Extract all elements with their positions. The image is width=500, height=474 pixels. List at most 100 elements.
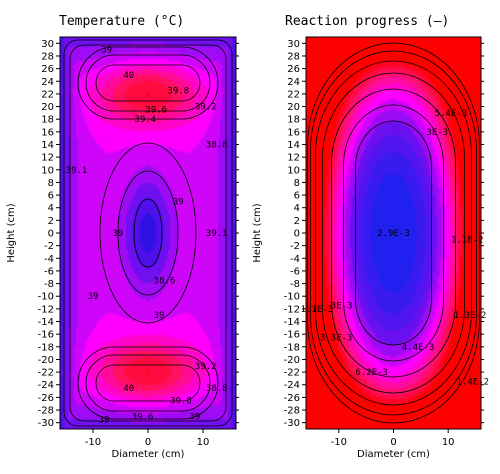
contour-label: 39.8 (167, 87, 189, 97)
x-tick-label: 10 (197, 437, 210, 448)
y-tick-label: -28 (284, 406, 300, 417)
y-tick-label: -12 (284, 304, 300, 315)
contour-label: 39.6 (145, 106, 167, 116)
heatmap-image (60, 37, 236, 429)
contour-line (322, 72, 465, 394)
contour-label: 38.8 (206, 140, 228, 150)
contour-label: 38.6 (154, 276, 176, 286)
contour-line (117, 170, 179, 296)
y-tick-label: 14 (41, 140, 54, 151)
y-tick-label: -28 (38, 406, 54, 417)
y-tick-label: 16 (41, 127, 54, 138)
y-tick-label: -24 (38, 380, 54, 391)
contour-label: 39.2 (195, 362, 217, 372)
y-tick-label: 24 (287, 77, 300, 88)
y-axis-label: Height (cm) (252, 203, 263, 262)
contour-label: 4.4E-3 (402, 343, 435, 353)
contour-label: 39 (101, 46, 112, 56)
y-tick-label: 6 (48, 191, 54, 202)
heatmap-image (306, 37, 481, 429)
y-tick-label: 2 (294, 216, 300, 227)
y-tick-label: -14 (284, 317, 300, 328)
y-tick-label: -10 (38, 292, 54, 303)
contour-label: 3E-3 (426, 128, 448, 138)
contour-label: 39.6 (132, 412, 154, 422)
contour-line (95, 64, 201, 102)
contour-label: 40 (123, 71, 134, 81)
y-tick-label: 26 (287, 64, 300, 75)
x-tick-label: 0 (390, 437, 396, 448)
y-tick-label: -30 (38, 418, 54, 429)
contour-line (307, 42, 480, 424)
y-tick-label: -8 (290, 279, 300, 290)
x-tick-label: -10 (331, 437, 347, 448)
y-tick-label: 10 (41, 165, 54, 176)
contour-label: 40 (123, 384, 134, 394)
contour-label: 38.8 (206, 384, 228, 394)
y-tick-label: 0 (48, 229, 54, 240)
x-tick-label: 0 (145, 437, 151, 448)
contour-label: 39.1 (206, 229, 228, 239)
contour-line (315, 60, 472, 406)
contour-line (343, 104, 444, 362)
contour-line (99, 142, 197, 324)
y-tick-label: 30 (287, 39, 300, 50)
y-tick-label: -22 (38, 368, 54, 379)
contour-line (85, 354, 211, 412)
y-tick-label: -20 (284, 355, 300, 366)
y-tick-label: -8 (44, 279, 54, 290)
y-tick-label: -16 (284, 330, 300, 341)
y-tick-label: -2 (44, 241, 54, 252)
right-chart-title: Reaction progress (–) (285, 14, 449, 29)
contour-line (85, 54, 211, 112)
contour-lines (63, 39, 233, 427)
y-tick-label: 18 (41, 115, 54, 126)
reaction-progress-panel: 2.9E-33E-35.4E-31.1E-21.3E-21.4E-23E-31.… (252, 36, 489, 460)
y-tick-label: -24 (284, 380, 300, 391)
contour-line (331, 88, 456, 378)
y-tick-label: 4 (48, 203, 54, 214)
contour-label: 2.9E-3 (377, 229, 410, 239)
y-tick-label: 12 (287, 153, 300, 164)
contour-line (69, 44, 227, 422)
y-tick-label: 0 (294, 229, 300, 240)
contour-label: 5.4E-3 (435, 109, 468, 119)
y-tick-label: 8 (294, 178, 300, 189)
y-tick-label: 10 (287, 165, 300, 176)
y-tick-label: -6 (290, 266, 300, 277)
x-tick-label: 10 (442, 437, 455, 448)
contour-label: 39 (154, 311, 165, 321)
contour-label: 39.2 (195, 103, 217, 113)
y-tick-label: 8 (48, 178, 54, 189)
y-tick-label: -26 (38, 393, 54, 404)
y-tick-label: -16 (38, 330, 54, 341)
y-tick-label: -14 (38, 317, 54, 328)
left-chart-title: Temperature (°C) (59, 14, 184, 29)
y-tick-label: -18 (284, 342, 300, 353)
y-tick-label: -4 (290, 254, 300, 265)
y-tick-label: -30 (284, 418, 300, 429)
contour-label: 39 (88, 292, 99, 302)
contour-label: 3E-3 (331, 302, 353, 312)
y-tick-label: 26 (41, 64, 54, 75)
x-axis-label: Diameter (cm) (357, 449, 430, 460)
y-tick-label: 2 (48, 216, 54, 227)
contour-label: 39.4 (134, 115, 156, 125)
contour-label: 1.1E-3 (301, 305, 334, 315)
y-tick-label: -20 (38, 355, 54, 366)
y-tick-label: -18 (38, 342, 54, 353)
contour-label: 39 (173, 197, 184, 207)
y-tick-label: 28 (41, 51, 54, 62)
y-tick-label: -2 (290, 241, 300, 252)
y-tick-label: -12 (38, 304, 54, 315)
contour-line (310, 50, 477, 416)
y-tick-label: 14 (287, 140, 300, 151)
contour-line (63, 39, 233, 427)
y-axis-label: Height (cm) (6, 203, 17, 262)
y-tick-label: -26 (284, 393, 300, 404)
contour-label: 39 (99, 416, 110, 426)
y-tick-label: 24 (41, 77, 54, 88)
contour-line (77, 46, 219, 120)
x-axis-label: Diameter (cm) (112, 449, 185, 460)
